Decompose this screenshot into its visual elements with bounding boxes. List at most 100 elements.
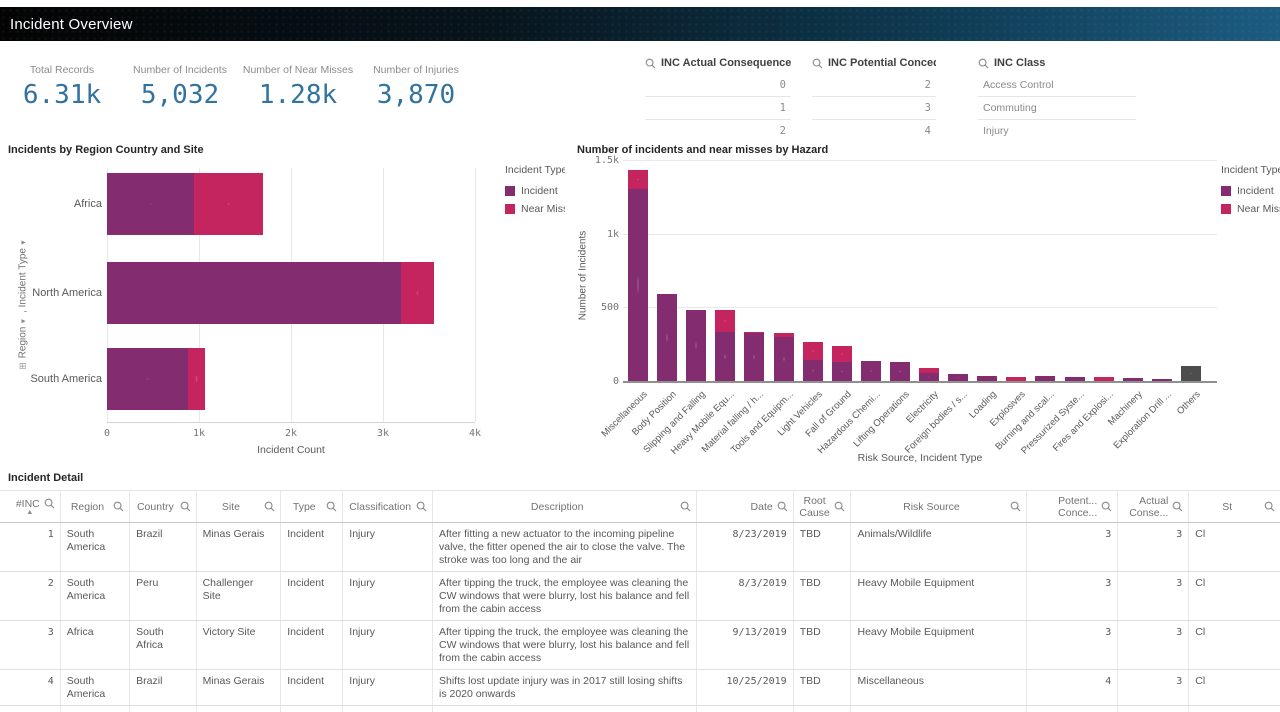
bar-segment-incident[interactable] <box>1122 378 1143 381</box>
bar-segment-incident[interactable] <box>107 348 188 410</box>
category-label[interactable]: North America <box>32 287 102 299</box>
cell[interactable]: 8/3/2019 <box>696 571 794 621</box>
search-icon[interactable] <box>1101 501 1112 512</box>
chevron-down-icon[interactable]: ▼ <box>20 317 28 325</box>
cell[interactable]: Victory Site <box>195 620 281 670</box>
filter-value-item[interactable]: 0 <box>645 74 791 97</box>
legend-item[interactable]: Near Miss <box>505 203 568 215</box>
search-icon[interactable] <box>44 498 55 509</box>
bar-segment-incident[interactable] <box>686 309 707 381</box>
column-header-classification[interactable]: Classification <box>342 490 433 523</box>
bar-segment-near-miss[interactable] <box>194 173 264 235</box>
bar-segment-incident[interactable] <box>1035 375 1056 381</box>
search-icon[interactable] <box>834 501 845 512</box>
dimension-name[interactable]: Incident Type <box>17 248 29 308</box>
cell[interactable]: 4 <box>0 669 61 706</box>
search-icon[interactable] <box>326 501 337 512</box>
cell[interactable]: 3 <box>1117 522 1189 572</box>
bar-segment-incident[interactable] <box>802 360 823 381</box>
cell[interactable]: Incident <box>280 669 343 706</box>
bar-segment-near-miss[interactable] <box>628 170 648 189</box>
filter-value-item[interactable]: Injury <box>978 120 1136 140</box>
cell[interactable]: 10/25/2019 <box>696 669 794 706</box>
bar-segment-near-miss[interactable] <box>1093 377 1114 381</box>
cell[interactable]: 3 <box>1117 620 1189 670</box>
bar-segment-incident[interactable] <box>1151 378 1172 381</box>
search-icon[interactable] <box>180 501 191 512</box>
cell[interactable]: Cl <box>1188 669 1280 706</box>
legend-item[interactable]: Incident <box>505 185 568 197</box>
column-header-site[interactable]: Site <box>195 490 281 523</box>
cell[interactable]: Injury <box>342 669 433 706</box>
cell[interactable]: Cl <box>1188 522 1280 572</box>
search-icon[interactable] <box>812 58 823 69</box>
search-icon[interactable] <box>1264 501 1275 512</box>
category-label[interactable]: Africa <box>73 198 102 210</box>
cell[interactable]: Op <box>1188 705 1280 712</box>
column-header-actual-conse[interactable]: Actual Conse... <box>1117 490 1189 523</box>
cell[interactable]: 3 <box>1117 571 1189 621</box>
cell[interactable]: TBD <box>792 571 851 621</box>
cell[interactable]: 2 <box>0 571 61 621</box>
bar-segment-incident[interactable] <box>628 188 648 381</box>
cell[interactable]: TBD <box>792 669 851 706</box>
cell[interactable]: 4 <box>1026 669 1118 706</box>
cell[interactable]: Peru <box>129 571 197 621</box>
cell[interactable]: 3 <box>1026 522 1118 572</box>
cell[interactable]: Animals/Wildlife <box>850 522 1027 572</box>
cell[interactable]: Heavy Mobile Equipment <box>850 620 1027 670</box>
cell[interactable]: 10/29/2019 <box>696 705 794 712</box>
cell[interactable]: TBD <box>792 522 851 572</box>
column-header-root-cause[interactable]: Root Cause <box>792 490 851 523</box>
bar-segment-near-miss[interactable] <box>831 346 852 362</box>
cell[interactable]: 3 <box>1026 705 1118 712</box>
column-header-type[interactable]: Type <box>280 490 343 523</box>
filter-value-item[interactable]: 1 <box>645 97 791 120</box>
column-header-region[interactable]: Region <box>59 490 130 523</box>
cell[interactable]: Cl <box>1188 620 1280 670</box>
cell[interactable]: Challenger Site <box>195 571 281 621</box>
search-icon[interactable] <box>680 501 691 512</box>
bar-segment-near-miss[interactable] <box>715 309 736 333</box>
bar-segment-near-miss[interactable] <box>401 262 434 324</box>
cell[interactable]: 3 <box>0 620 61 670</box>
bar-segment-incident[interactable] <box>657 294 678 381</box>
cell[interactable]: Minas Gerais <box>195 669 281 706</box>
column-header-st[interactable]: St <box>1188 490 1280 523</box>
search-icon[interactable] <box>645 58 656 69</box>
cell[interactable]: After tipping the truck, the employee wa… <box>431 705 697 712</box>
cell[interactable]: South America <box>59 571 130 621</box>
cell[interactable]: Shifts lost update injury was in 2017 st… <box>431 669 697 706</box>
cell[interactable]: Brazil <box>129 522 197 572</box>
bar-segment-incident[interactable] <box>919 372 939 381</box>
column-header-date[interactable]: Date <box>696 490 794 523</box>
cell[interactable]: Injury <box>342 620 433 670</box>
filter-value-item[interactable]: 4 <box>812 120 936 140</box>
cell[interactable]: Injury <box>342 705 433 712</box>
search-icon[interactable] <box>777 501 788 512</box>
cell[interactable]: 8/23/2019 <box>696 522 794 572</box>
cell[interactable]: Incident <box>280 620 343 670</box>
cell[interactable]: Victory Site <box>195 705 281 712</box>
bar-segment-incident[interactable] <box>107 262 402 324</box>
cell[interactable]: Africa <box>59 620 130 670</box>
filter-value-item[interactable]: 2 <box>812 74 936 97</box>
cell[interactable]: After fitting a new actuator to the inco… <box>431 522 697 572</box>
bar-segment-incident[interactable] <box>831 361 852 381</box>
cell[interactable]: Africa <box>59 705 130 712</box>
bar-segment-near-miss[interactable] <box>1006 376 1027 381</box>
cell[interactable]: 5 <box>0 705 61 712</box>
cell[interactable]: Miscellaneous <box>850 669 1027 706</box>
bar-segment-incident[interactable] <box>977 375 998 381</box>
filter-value-item[interactable]: 2 <box>645 120 791 140</box>
cell[interactable]: Heavy Mobile Equipment <box>850 705 1027 712</box>
cell[interactable]: South Africa <box>129 620 197 670</box>
bar-segment-near-miss[interactable] <box>773 333 794 337</box>
filter-value-item[interactable]: Commuting <box>978 97 1136 120</box>
cell[interactable]: TBD <box>792 620 851 670</box>
filter-value-item[interactable]: Access Control <box>978 74 1136 97</box>
bar-segment-incident[interactable] <box>715 332 736 381</box>
cell[interactable]: Incident <box>280 522 343 572</box>
column-header-potent-conce[interactable]: Potent... Conce... <box>1026 490 1118 523</box>
cell[interactable]: 3 <box>1117 669 1189 706</box>
